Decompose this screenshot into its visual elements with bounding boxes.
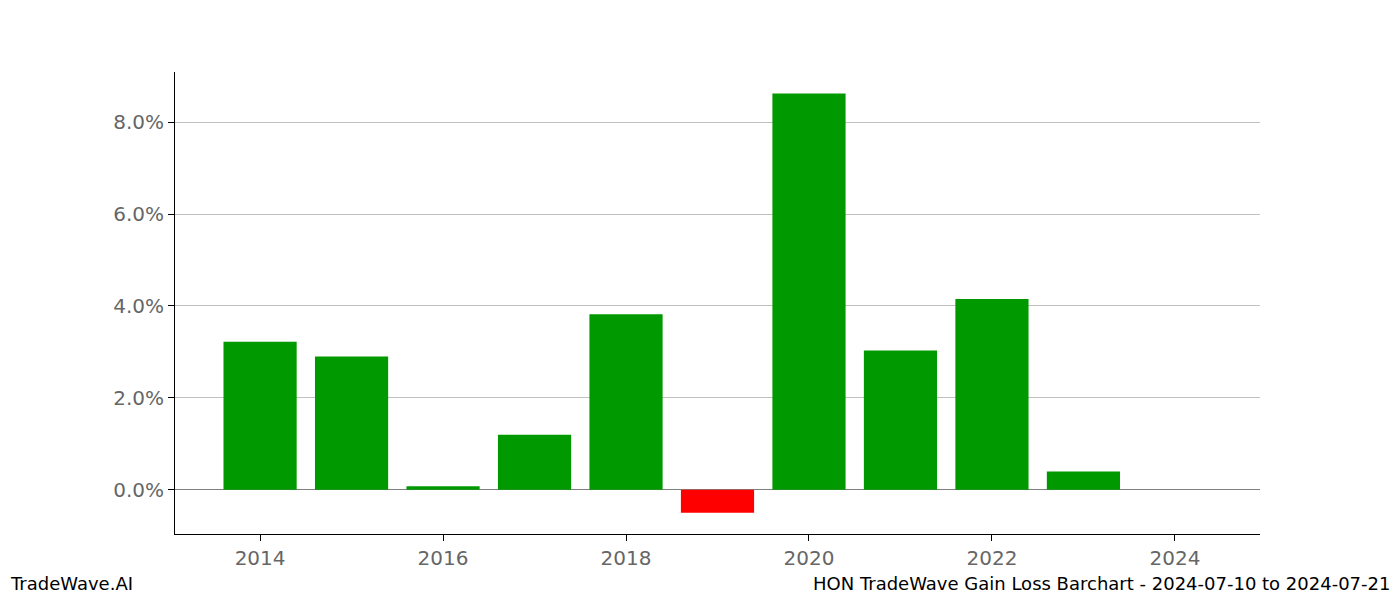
- svg-text:2018: 2018: [601, 546, 652, 570]
- svg-text:HON TradeWave Gain Loss Barcha: HON TradeWave Gain Loss Barchart - 2024-…: [813, 573, 1390, 594]
- svg-text:2.0%: 2.0%: [113, 386, 164, 410]
- svg-text:8.0%: 8.0%: [113, 110, 164, 134]
- svg-text:4.0%: 4.0%: [113, 294, 164, 318]
- svg-text:2022: 2022: [966, 546, 1017, 570]
- svg-text:2016: 2016: [418, 546, 469, 570]
- svg-text:2024: 2024: [1149, 546, 1200, 570]
- svg-text:6.0%: 6.0%: [113, 202, 164, 226]
- svg-text:TradeWave.AI: TradeWave.AI: [10, 573, 133, 594]
- svg-text:2014: 2014: [235, 546, 286, 570]
- svg-text:0.0%: 0.0%: [113, 478, 164, 502]
- svg-text:2020: 2020: [784, 546, 835, 570]
